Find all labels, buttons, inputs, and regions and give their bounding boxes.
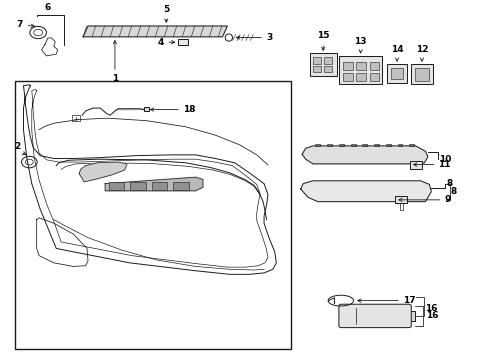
Bar bbox=[409, 161, 421, 168]
Polygon shape bbox=[79, 162, 127, 182]
Text: 11: 11 bbox=[437, 160, 450, 169]
Text: 3: 3 bbox=[265, 33, 272, 42]
Text: 6: 6 bbox=[45, 3, 51, 12]
FancyBboxPatch shape bbox=[410, 64, 432, 84]
Bar bbox=[313, 66, 321, 72]
Bar bbox=[343, 73, 352, 81]
Text: 7: 7 bbox=[16, 20, 22, 29]
Text: 2: 2 bbox=[15, 141, 20, 150]
Bar bbox=[369, 73, 379, 81]
Text: 5: 5 bbox=[163, 5, 169, 14]
Bar bbox=[356, 73, 366, 81]
Bar bbox=[343, 62, 352, 70]
Polygon shape bbox=[83, 26, 227, 37]
Bar bbox=[144, 107, 149, 111]
Polygon shape bbox=[105, 177, 203, 191]
Text: 9: 9 bbox=[443, 195, 449, 204]
FancyBboxPatch shape bbox=[386, 64, 407, 83]
Bar bbox=[72, 114, 80, 121]
Text: 14: 14 bbox=[390, 45, 403, 54]
Text: 16: 16 bbox=[425, 311, 438, 320]
Bar bbox=[130, 182, 145, 190]
Text: 10: 10 bbox=[438, 155, 450, 164]
Text: 8: 8 bbox=[450, 187, 456, 196]
Text: 15: 15 bbox=[316, 31, 329, 40]
Text: 13: 13 bbox=[354, 37, 366, 46]
Bar bbox=[178, 39, 188, 45]
Bar bbox=[369, 62, 379, 70]
Bar bbox=[324, 66, 331, 72]
Bar bbox=[313, 57, 321, 64]
Bar bbox=[394, 196, 407, 203]
Bar bbox=[108, 182, 124, 190]
Bar bbox=[356, 62, 366, 70]
Text: 1: 1 bbox=[112, 74, 118, 83]
Text: 12: 12 bbox=[415, 45, 427, 54]
Polygon shape bbox=[302, 146, 427, 164]
Text: 4: 4 bbox=[158, 38, 164, 47]
Polygon shape bbox=[116, 109, 144, 110]
Bar bbox=[390, 68, 403, 79]
Bar bbox=[408, 311, 414, 321]
Polygon shape bbox=[300, 181, 430, 202]
Bar bbox=[173, 182, 188, 190]
Bar bbox=[151, 182, 167, 190]
Text: 17: 17 bbox=[402, 296, 415, 305]
Bar bbox=[15, 81, 290, 349]
Text: 18: 18 bbox=[183, 105, 195, 114]
Bar bbox=[414, 68, 428, 81]
FancyBboxPatch shape bbox=[338, 304, 410, 328]
FancyBboxPatch shape bbox=[309, 53, 336, 76]
Bar bbox=[324, 57, 331, 64]
Text: 16: 16 bbox=[425, 304, 437, 313]
Text: 8: 8 bbox=[446, 179, 452, 188]
FancyBboxPatch shape bbox=[338, 56, 382, 84]
